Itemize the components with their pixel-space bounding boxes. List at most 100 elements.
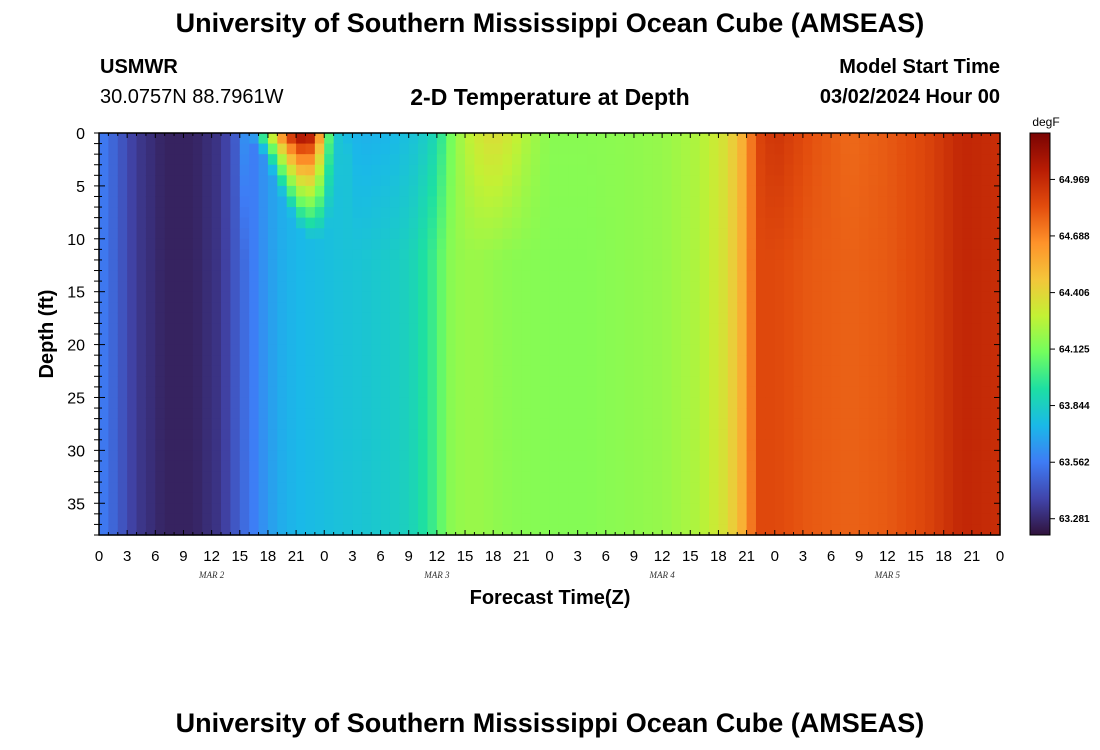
- heatmap-cell: [953, 185, 964, 198]
- heatmap-cell: [802, 143, 813, 155]
- heatmap-cell: [267, 439, 278, 451]
- heatmap-cell: [784, 513, 795, 526]
- heatmap-cell: [267, 524, 278, 536]
- heatmap-cell: [962, 439, 973, 451]
- heatmap-cell: [267, 471, 278, 483]
- heatmap-cell: [662, 429, 673, 441]
- heatmap-cell: [164, 143, 175, 155]
- heatmap-cell: [296, 492, 307, 504]
- heatmap-cell: [981, 471, 992, 483]
- heatmap-cell: [549, 249, 560, 261]
- heatmap-cell: [587, 386, 598, 399]
- heatmap-cell: [314, 302, 325, 314]
- heatmap-cell: [962, 249, 973, 261]
- x-tick-label: 15: [231, 548, 248, 565]
- heatmap-cell: [540, 492, 551, 504]
- heatmap-cell: [493, 513, 504, 526]
- heatmap-cell: [906, 249, 917, 261]
- heatmap-cell: [521, 238, 532, 250]
- heatmap-cell: [502, 175, 513, 187]
- heatmap-cell: [389, 323, 400, 335]
- heatmap-cell: [230, 503, 241, 515]
- heatmap-cell: [680, 238, 691, 250]
- heatmap-cell: [652, 471, 663, 483]
- heatmap-cell: [427, 133, 438, 145]
- heatmap-cell: [446, 185, 457, 198]
- heatmap-cell: [371, 228, 382, 240]
- heatmap-cell: [249, 291, 260, 303]
- heatmap-cell: [258, 249, 269, 261]
- heatmap-cell: [643, 228, 654, 240]
- heatmap-cell: [333, 164, 344, 176]
- heatmap-cell: [953, 439, 964, 451]
- heatmap-cell: [953, 334, 964, 346]
- heatmap-cell: [568, 323, 579, 335]
- heatmap-cell: [755, 513, 766, 526]
- heatmap-cell: [174, 302, 185, 314]
- heatmap-cell: [296, 238, 307, 250]
- heatmap-cell: [361, 175, 372, 187]
- heatmap-cell: [859, 312, 870, 325]
- heatmap-cell: [849, 471, 860, 483]
- heatmap-cell: [192, 408, 203, 420]
- heatmap-cell: [483, 344, 494, 356]
- heatmap-cell: [784, 408, 795, 420]
- heatmap-cell: [465, 196, 476, 208]
- heatmap-cell: [202, 133, 213, 145]
- heatmap-cell: [953, 471, 964, 483]
- heatmap-cell: [549, 207, 560, 219]
- heatmap-cell: [389, 355, 400, 367]
- heatmap-cell: [746, 270, 757, 282]
- heatmap-cell: [108, 249, 119, 261]
- heatmap-cell: [455, 397, 466, 409]
- heatmap-cell: [755, 175, 766, 187]
- heatmap-cell: [127, 386, 138, 399]
- heatmap-cell: [652, 217, 663, 229]
- heatmap-cell: [314, 524, 325, 536]
- heatmap-cell: [887, 217, 898, 229]
- heatmap-cell: [587, 365, 598, 377]
- heatmap-cell: [849, 503, 860, 515]
- heatmap-cell: [249, 196, 260, 208]
- heatmap-cell: [211, 217, 222, 229]
- heatmap-cell: [277, 281, 288, 293]
- heatmap-cell: [662, 482, 673, 494]
- heatmap-cell: [211, 270, 222, 282]
- heatmap-cell: [343, 133, 354, 145]
- heatmap-cell: [568, 503, 579, 515]
- heatmap-cell: [558, 164, 569, 176]
- heatmap-cell: [990, 376, 1001, 388]
- heatmap-cell: [221, 386, 231, 399]
- heatmap-cell: [296, 217, 307, 229]
- heatmap-cell: [727, 185, 738, 198]
- heatmap-cell: [502, 450, 513, 462]
- heatmap-cell: [662, 228, 673, 240]
- heatmap-cell: [239, 175, 250, 187]
- heatmap-cell: [352, 344, 363, 356]
- heatmap-cell: [455, 154, 466, 166]
- heatmap-cell: [183, 524, 194, 536]
- heatmap-cell: [371, 408, 382, 420]
- heatmap-cell: [859, 259, 870, 272]
- heatmap-cell: [418, 334, 429, 346]
- heatmap-cell: [615, 228, 626, 240]
- heatmap-cell: [671, 175, 682, 187]
- heatmap-cell: [136, 397, 147, 409]
- heatmap-cell: [333, 302, 344, 314]
- heatmap-cell: [915, 259, 926, 272]
- heatmap-cell: [690, 238, 701, 250]
- heatmap-cell: [718, 175, 729, 187]
- heatmap-cell: [521, 513, 532, 526]
- heatmap-cell: [784, 270, 795, 282]
- heatmap-cell: [418, 344, 429, 356]
- heatmap-cell: [652, 249, 663, 261]
- heatmap-cell: [971, 355, 982, 367]
- heatmap-cell: [971, 524, 982, 536]
- heatmap-cell: [493, 439, 504, 451]
- heatmap-cell: [615, 524, 626, 536]
- heatmap-cell: [718, 207, 729, 219]
- heatmap-cell: [587, 513, 598, 526]
- heatmap-cell: [333, 281, 344, 293]
- heatmap-cell: [408, 386, 419, 399]
- heatmap-cell: [990, 185, 1001, 198]
